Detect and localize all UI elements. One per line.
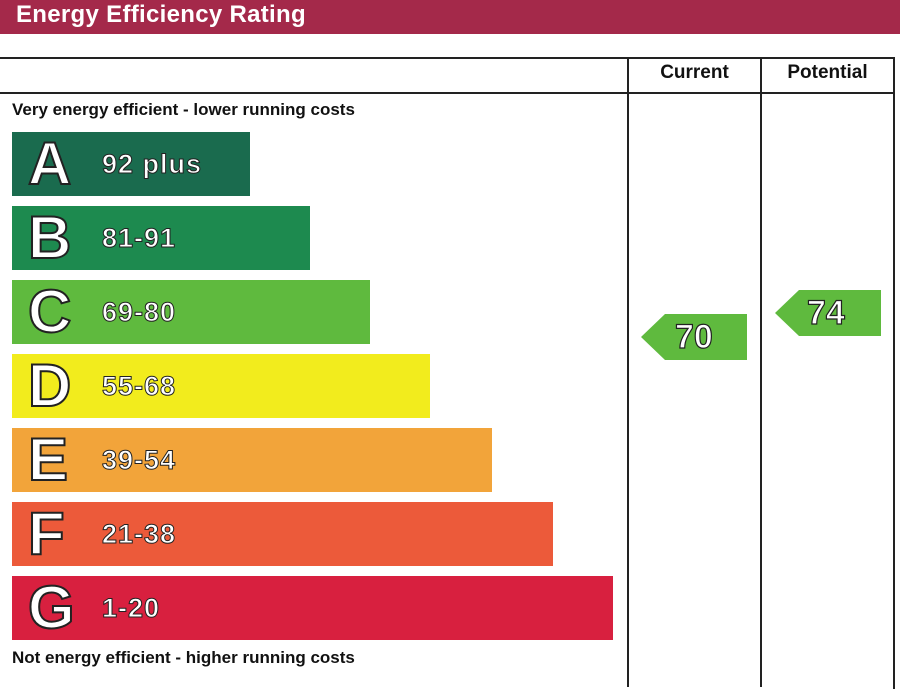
- potential-rating-value: 74: [806, 293, 845, 332]
- band-f: F 21-38: [12, 502, 553, 566]
- band-letter: C: [27, 278, 72, 345]
- header-divider: [0, 92, 895, 94]
- band-range: 21-38: [101, 518, 177, 549]
- band-b: B 81-91: [12, 206, 310, 270]
- band-a: A 92 plus: [12, 132, 250, 196]
- band-d: D 55-68: [12, 354, 430, 418]
- band-g: G 1-20: [12, 576, 613, 640]
- band-range: 39-54: [101, 444, 177, 475]
- potential-arrow-shape: [775, 290, 881, 336]
- band-letter: D: [27, 352, 72, 419]
- header-bar: Energy Efficiency Rating: [0, 0, 900, 34]
- page-title: Energy Efficiency Rating: [16, 1, 306, 28]
- band-letter: E: [27, 426, 69, 493]
- band-letter: A: [27, 130, 72, 197]
- divider-current: [627, 57, 629, 687]
- caption-top: Very energy efficient - lower running co…: [12, 100, 355, 119]
- band-e: E 39-54: [12, 428, 492, 492]
- table-frame: [0, 57, 895, 689]
- band-range: 92 plus: [101, 148, 203, 179]
- current-arrow-shape: [641, 314, 747, 360]
- band-c: C 69-80: [12, 280, 370, 344]
- band-range: 55-68: [101, 370, 177, 401]
- column-header-potential: Potential: [787, 62, 868, 83]
- band-letter: B: [27, 204, 72, 271]
- potential-rating-badge: 74: [775, 290, 881, 336]
- band-range: 81-91: [101, 222, 177, 253]
- column-header-current: Current: [660, 62, 729, 83]
- current-rating-badge: 70: [641, 314, 747, 360]
- caption-bottom: Not energy efficient - higher running co…: [12, 648, 355, 667]
- divider-potential: [760, 57, 762, 687]
- band-letter: G: [27, 574, 76, 641]
- current-rating-value: 70: [674, 317, 713, 356]
- band-letter: F: [27, 500, 66, 567]
- band-range: 1-20: [101, 592, 161, 623]
- band-range: 69-80: [101, 296, 177, 327]
